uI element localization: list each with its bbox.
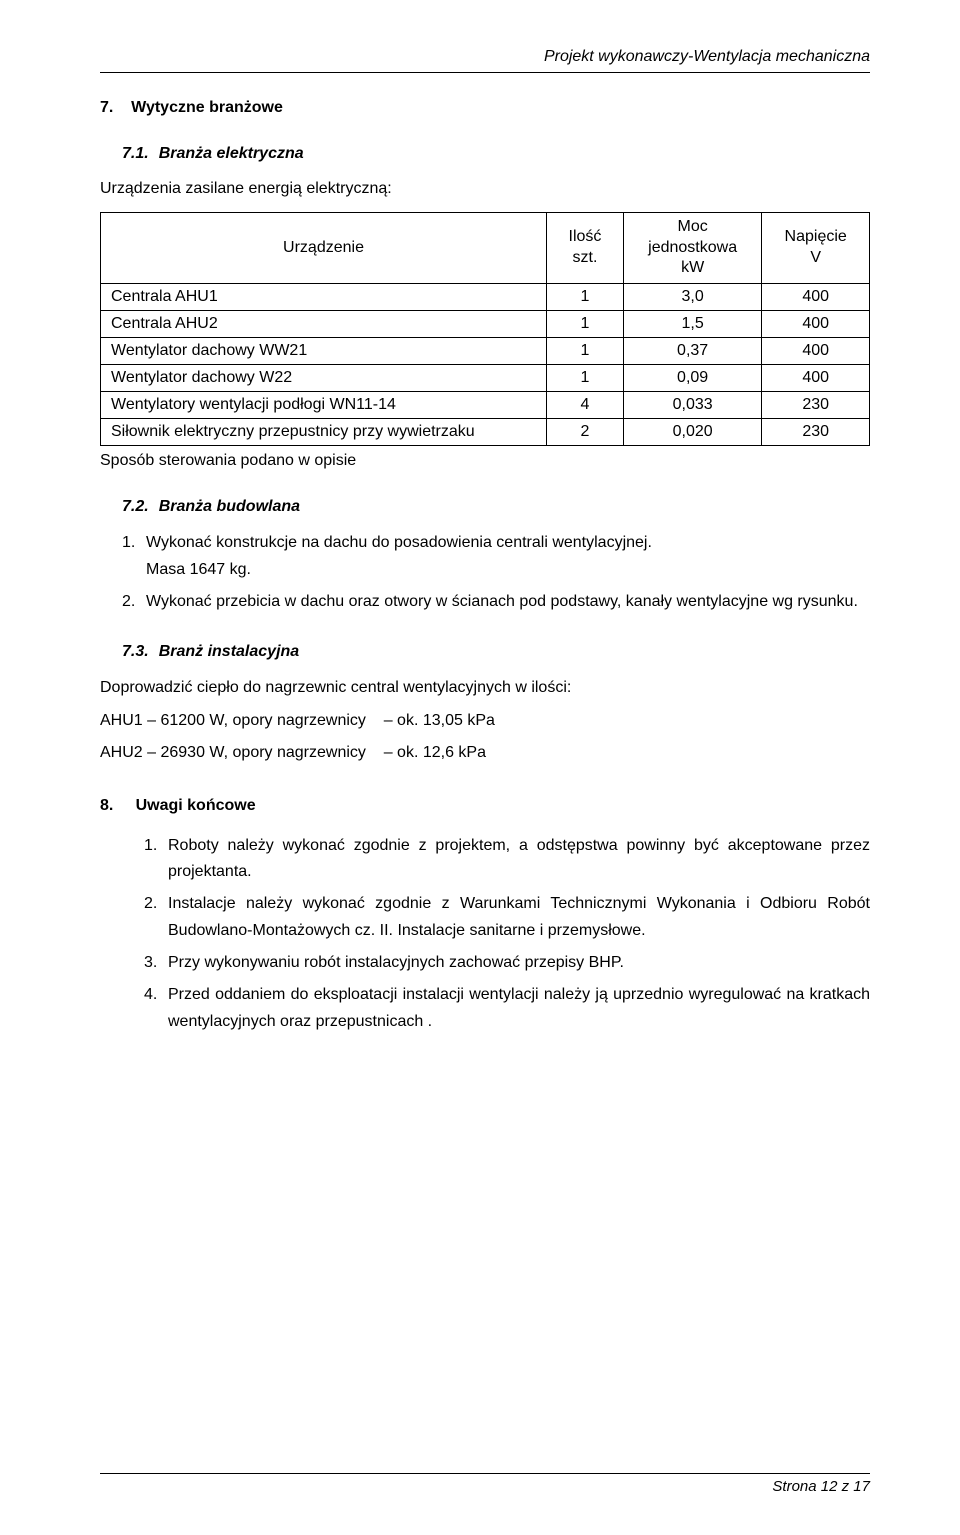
footer-divider: [100, 1473, 870, 1474]
table-body: Centrala AHU1 1 3,0 400 Centrala AHU2 1 …: [101, 284, 870, 446]
section-7-2-num: 7.2.: [122, 498, 149, 516]
section-7-3-heading: 7.3. Branż instalacyjna: [122, 643, 870, 661]
cell-voltage: 230: [762, 392, 870, 419]
page-number: Strona 12 z 17: [100, 1478, 870, 1495]
section-8-heading: 8. Uwagi końcowe: [100, 797, 870, 815]
list-item: 1. Roboty należy wykonać zgodnie z proje…: [144, 833, 870, 886]
col-voltage: Napięcie V: [762, 212, 870, 283]
section-8-list: 1. Roboty należy wykonać zgodnie z proje…: [144, 833, 870, 1036]
list-item: 3. Przy wykonywaniu robót instalacyjnych…: [144, 950, 870, 976]
cell-voltage: 400: [762, 284, 870, 311]
list-item: 2. Instalacje należy wykonać zgodnie z W…: [144, 891, 870, 944]
section-7-1-heading: 7.1. Branża elektryczna: [122, 145, 870, 163]
table-row: Wentylatory wentylacji podłogi WN11-14 4…: [101, 392, 870, 419]
col-qty: Ilość szt.: [547, 212, 624, 283]
item-num: 2.: [144, 891, 168, 944]
section-7-1-title: Branża elektryczna: [159, 145, 304, 163]
list-item: 1. Wykonać konstrukcje na dachu do posad…: [122, 530, 870, 583]
cell-power: 1,5: [623, 311, 761, 338]
section-7-1-after-table: Sposób sterowania podano w opisie: [100, 452, 870, 470]
page: Projekt wykonawczy-Wentylacja mechaniczn…: [0, 0, 960, 1535]
item-num: 3.: [144, 950, 168, 976]
section-8-num: 8.: [100, 797, 113, 814]
cell-qty: 4: [547, 392, 624, 419]
item-num: 1.: [122, 530, 146, 583]
cell-qty: 1: [547, 365, 624, 392]
cell-qty: 2: [547, 419, 624, 446]
item-num: 4.: [144, 982, 168, 1035]
col-device: Urządzenie: [101, 212, 547, 283]
equipment-table: Urządzenie Ilość szt. Moc jednostkowa kW…: [100, 212, 870, 446]
item-text: Wykonać przebicia w dachu oraz otwory w …: [146, 589, 870, 615]
section-7-2-heading: 7.2. Branża budowlana: [122, 498, 870, 516]
item-text: Przy wykonywaniu robót instalacyjnych za…: [168, 950, 870, 976]
cell-voltage: 400: [762, 338, 870, 365]
section-7-3-para3: AHU2 – 26930 W, opory nagrzewnicy – ok. …: [100, 740, 870, 766]
section-7-2-list: 1. Wykonać konstrukcje na dachu do posad…: [122, 530, 870, 615]
section-7-2-title: Branża budowlana: [159, 498, 300, 516]
cell-qty: 1: [547, 311, 624, 338]
cell-device: Wentylatory wentylacji podłogi WN11-14: [101, 392, 547, 419]
section-8-title: Uwagi końcowe: [136, 797, 256, 814]
table-row: Centrala AHU1 1 3,0 400: [101, 284, 870, 311]
cell-power: 3,0: [623, 284, 761, 311]
item-text: Instalacje należy wykonać zgodnie z Waru…: [168, 891, 870, 944]
header-project-title: Projekt wykonawczy-Wentylacja mechaniczn…: [100, 48, 870, 66]
section-7-3-para1: Doprowadzić ciepło do nagrzewnic central…: [100, 675, 870, 701]
section-7-heading: 7. Wytyczne branżowe: [100, 99, 870, 117]
list-item: 2. Wykonać przebicia w dachu oraz otwory…: [122, 589, 870, 615]
cell-voltage: 230: [762, 419, 870, 446]
section-7-1-intro: Urządzenia zasilane energią elektryczną:: [100, 177, 870, 202]
cell-device: Wentylator dachowy WW21: [101, 338, 547, 365]
table-row: Siłownik elektryczny przepustnicy przy w…: [101, 419, 870, 446]
cell-power: 0,09: [623, 365, 761, 392]
table-row: Centrala AHU2 1 1,5 400: [101, 311, 870, 338]
cell-power: 0,020: [623, 419, 761, 446]
cell-power: 0,37: [623, 338, 761, 365]
cell-power: 0,033: [623, 392, 761, 419]
table-header-row: Urządzenie Ilość szt. Moc jednostkowa kW…: [101, 212, 870, 283]
cell-device: Centrala AHU2: [101, 311, 547, 338]
section-7-3-num: 7.3.: [122, 643, 149, 661]
col-power: Moc jednostkowa kW: [623, 212, 761, 283]
cell-device: Wentylator dachowy W22: [101, 365, 547, 392]
footer: Strona 12 z 17: [100, 1473, 870, 1495]
cell-device: Siłownik elektryczny przepustnicy przy w…: [101, 419, 547, 446]
cell-qty: 1: [547, 338, 624, 365]
item-num: 2.: [122, 589, 146, 615]
list-item: 4. Przed oddaniem do eksploatacji instal…: [144, 982, 870, 1035]
cell-voltage: 400: [762, 311, 870, 338]
section-7-title: Wytyczne branżowe: [131, 99, 283, 116]
item-text: Przed oddaniem do eksploatacji instalacj…: [168, 982, 870, 1035]
item-text: Roboty należy wykonać zgodnie z projekte…: [168, 833, 870, 886]
table-row: Wentylator dachowy WW21 1 0,37 400: [101, 338, 870, 365]
header-divider: [100, 72, 870, 73]
cell-voltage: 400: [762, 365, 870, 392]
section-7-num: 7.: [100, 99, 113, 116]
item-text: Wykonać konstrukcje na dachu do posadowi…: [146, 530, 870, 583]
section-7-1-num: 7.1.: [122, 145, 149, 163]
table-row: Wentylator dachowy W22 1 0,09 400: [101, 365, 870, 392]
cell-qty: 1: [547, 284, 624, 311]
section-7-3-title: Branż instalacyjna: [159, 643, 300, 661]
item-num: 1.: [144, 833, 168, 886]
cell-device: Centrala AHU1: [101, 284, 547, 311]
section-7-3-para2: AHU1 – 61200 W, opory nagrzewnicy – ok. …: [100, 708, 870, 734]
